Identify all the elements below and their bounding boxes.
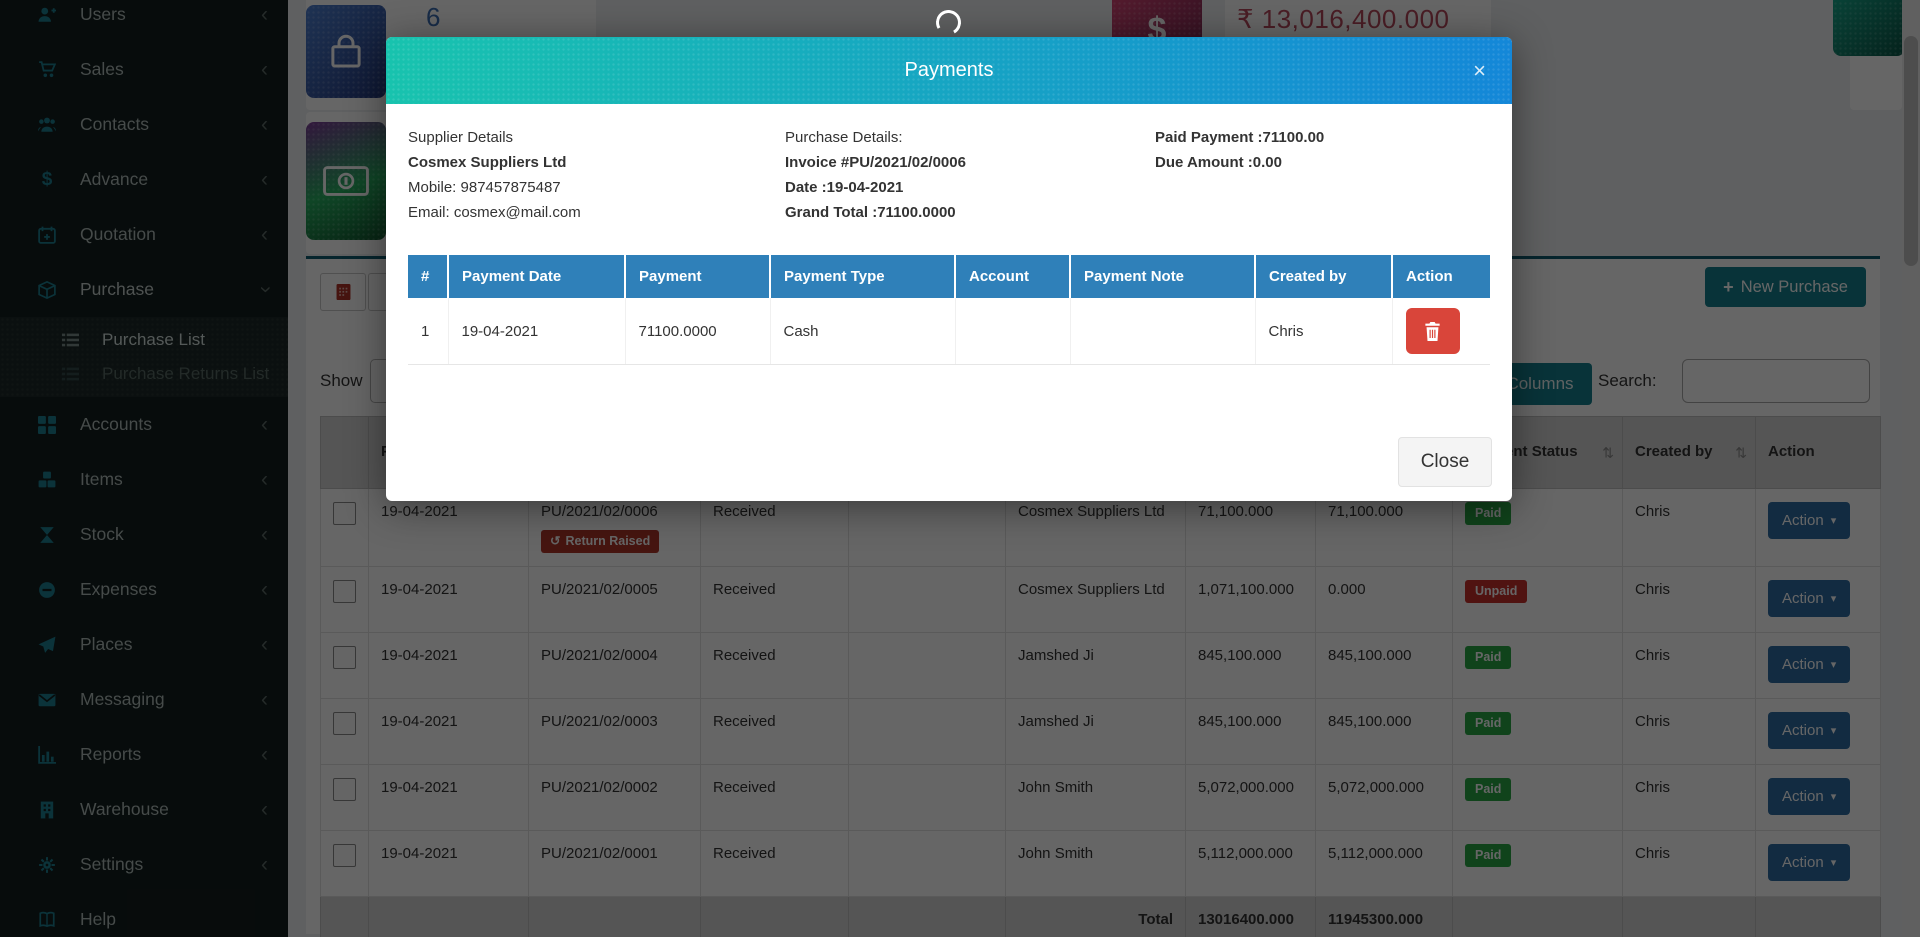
due-amount: Due Amount :0.00 <box>1155 154 1282 171</box>
payments-modal: Payments × Supplier Details Cosmex Suppl… <box>386 37 1512 501</box>
close-icon[interactable]: × <box>1467 59 1492 83</box>
header-payment-note: Payment Note <box>1070 255 1256 298</box>
cell-account <box>955 298 1071 365</box>
modal-title: Payments <box>904 59 994 81</box>
header-index: # <box>408 255 449 298</box>
purchase-date: Date :19-04-2021 <box>785 179 904 196</box>
modal-close-button[interactable]: Close <box>1398 437 1492 487</box>
supplier-details-label: Supplier Details <box>408 129 514 146</box>
cell-payment-type: Cash <box>770 298 956 365</box>
invoice-number: Invoice #PU/2021/02/0006 <box>785 154 966 171</box>
grand-total: Grand Total :71100.0000 <box>785 204 956 221</box>
purchase-details-label: Purchase Details: <box>785 129 903 146</box>
payments-header-row: # Payment Date Payment Payment Type Acco… <box>408 255 1490 298</box>
header-payment: Payment <box>625 255 771 298</box>
header-payment-date: Payment Date <box>448 255 626 298</box>
payment-summary: Paid Payment :71100.00 Due Amount :0.00 <box>1155 125 1324 175</box>
paid-payment: Paid Payment :71100.00 <box>1155 129 1325 146</box>
cell-index: 1 <box>408 298 449 365</box>
cell-created-by: Chris <box>1255 298 1393 365</box>
supplier-name: Cosmex Suppliers Ltd <box>408 154 567 171</box>
cell-payment: 71100.0000 <box>625 298 771 365</box>
modal-header: Payments × <box>386 37 1512 104</box>
cell-payment-date: 19-04-2021 <box>448 298 626 365</box>
delete-payment-button[interactable] <box>1405 308 1460 354</box>
cell-payment-note <box>1070 298 1256 365</box>
supplier-email: Email: cosmex@mail.com <box>408 204 581 221</box>
supplier-mobile: Mobile: 987457875487 <box>408 179 561 196</box>
payments-table: # Payment Date Payment Payment Type Acco… <box>408 255 1490 365</box>
header-payment-type: Payment Type <box>770 255 956 298</box>
header-created-by: Created by <box>1255 255 1393 298</box>
purchase-details: Purchase Details: Invoice #PU/2021/02/00… <box>785 125 966 225</box>
header-action: Action <box>1392 255 1490 298</box>
header-account: Account <box>955 255 1071 298</box>
payment-row: 1 19-04-2021 71100.0000 Cash Chris <box>408 298 1490 365</box>
trash-icon <box>1425 321 1440 341</box>
supplier-details: Supplier Details Cosmex Suppliers Ltd Mo… <box>408 125 581 225</box>
